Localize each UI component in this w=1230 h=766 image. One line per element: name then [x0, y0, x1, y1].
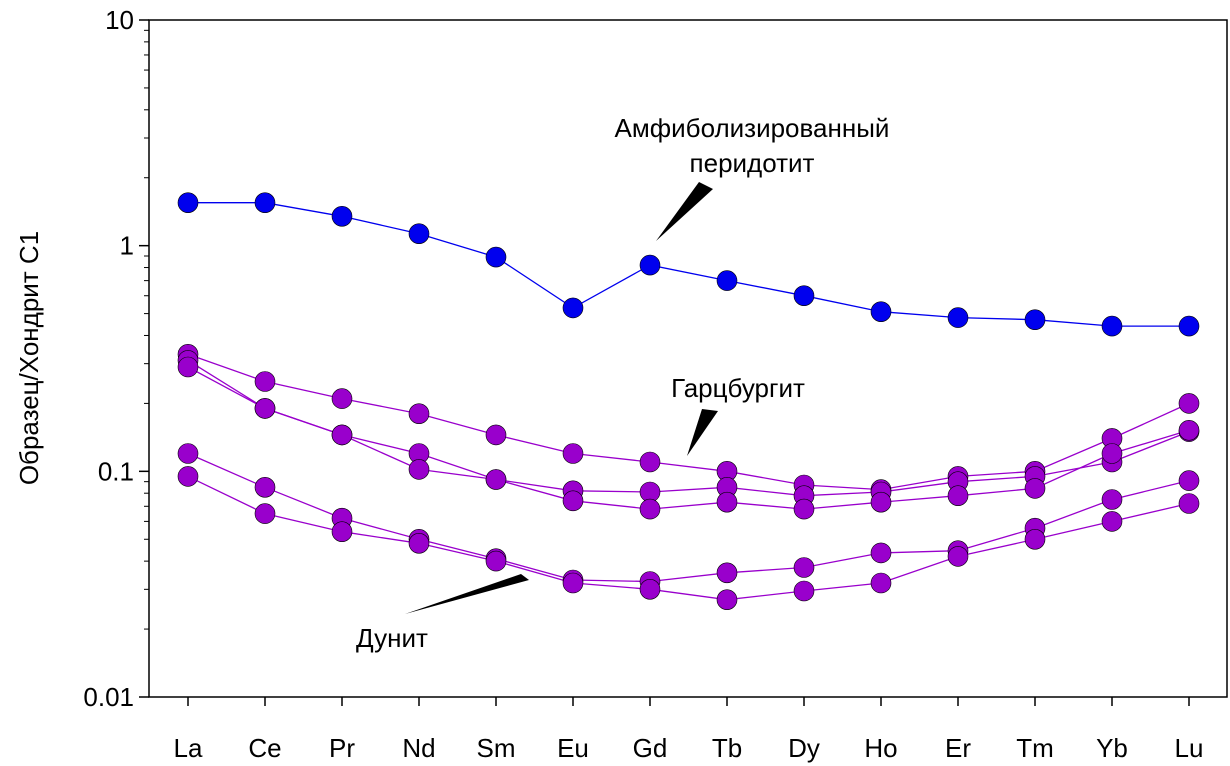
data-point-dunite-Tb: [716, 589, 738, 611]
data-point-dunite-Ce: [254, 476, 276, 498]
data-point-harzburgite-Gd: [639, 451, 661, 473]
data-point-amphibolized-Pr: [331, 206, 353, 227]
data-point-harzburgite-Lu: [1178, 393, 1200, 414]
y-tick-label: 0.01: [83, 682, 134, 712]
annotation-amphibolized-line-1: Амфиболизированный: [615, 113, 890, 143]
x-tick-label: Er: [945, 733, 971, 763]
data-point-dunite-Gd: [639, 578, 661, 600]
data-point-harzburgite-Gd: [639, 498, 661, 520]
series-line-harzburgite-3: [187, 366, 1190, 510]
annotation-dunite: Дунит: [356, 623, 428, 653]
x-tick-label: Pr: [329, 733, 355, 763]
data-point-dunite-Yb: [1101, 511, 1123, 532]
series-line-dunite-4: [187, 452, 1190, 583]
series-line-harzburgite-2: [187, 359, 1190, 497]
data-point-amphibolized-Ce: [254, 192, 276, 213]
data-point-amphibolized-Tm: [1024, 309, 1046, 331]
data-point-dunite-Tm: [1024, 528, 1046, 550]
x-tick-label: Sm: [477, 733, 516, 763]
y-axis-ticks: 10 1 0.1 0.01: [83, 5, 149, 712]
data-point-harzburgite-Sm: [485, 424, 507, 446]
data-point-dunite-Nd: [408, 532, 430, 554]
data-point-amphibolized-Sm: [485, 246, 507, 268]
data-point-harzburgite-Lu: [1178, 419, 1200, 441]
data-point-dunite-Lu: [1178, 470, 1200, 491]
x-tick-label: Tb: [712, 733, 742, 763]
data-point-harzburgite-Yb: [1101, 443, 1123, 464]
data-point-dunite-Sm: [485, 550, 507, 572]
data-point-amphibolized-Yb: [1101, 315, 1123, 337]
data-point-harzburgite-Ho: [870, 491, 892, 513]
data-point-dunite-Ho: [870, 542, 892, 564]
annotation-amphibolized-line-2: перидотит: [690, 148, 815, 178]
data-point-harzburgite-La: [177, 356, 199, 378]
data-point-dunite-Eu: [562, 572, 584, 594]
data-point-harzburgite-Dy: [793, 498, 815, 520]
x-tick-label: Dy: [788, 733, 820, 763]
data-point-dunite-Tb: [716, 562, 738, 584]
data-point-dunite-La: [177, 466, 199, 487]
y-tick-label: 10: [105, 5, 134, 35]
data-point-amphibolized-Er: [947, 307, 969, 328]
x-tick-label: Lu: [1175, 733, 1204, 763]
data-point-harzburgite-Tm: [1024, 478, 1046, 499]
data-point-dunite-Dy: [793, 557, 815, 578]
data-point-harzburgite-Eu: [562, 443, 584, 464]
data-point-dunite-Ce: [254, 503, 276, 524]
data-point-amphibolized-Gd: [639, 254, 661, 276]
data-point-amphibolized-Dy: [793, 285, 815, 307]
data-point-amphibolized-La: [177, 192, 199, 213]
x-tick-label: Tm: [1016, 733, 1054, 763]
data-point-harzburgite-Eu: [562, 490, 584, 512]
annotation-pointers: [405, 182, 718, 614]
y-tick-label: 0.1: [98, 456, 134, 486]
data-point-harzburgite-Sm: [485, 469, 507, 490]
plot-frame: [148, 19, 1228, 698]
data-point-harzburgite-Tb: [716, 491, 738, 513]
x-tick-label: Ho: [864, 733, 897, 763]
data-point-amphibolized-Lu: [1178, 315, 1200, 337]
data-point-harzburgite-Pr: [331, 388, 353, 409]
x-tick-label: La: [174, 733, 203, 763]
data-point-dunite-Ho: [870, 572, 892, 594]
dunite-pointer: [405, 574, 529, 614]
data-point-amphibolized-Ho: [870, 301, 892, 323]
data-point-dunite-Yb: [1101, 489, 1123, 510]
x-tick-label: Nd: [402, 733, 435, 763]
amphibolized-pointer: [656, 182, 713, 241]
data-point-dunite-Lu: [1178, 493, 1200, 514]
series-layer: [177, 192, 1200, 611]
y-tick-label: 1: [120, 231, 134, 261]
data-point-amphibolized-Nd: [408, 223, 430, 244]
data-point-harzburgite-Ce: [254, 371, 276, 392]
data-point-harzburgite-Nd: [408, 403, 430, 425]
harzburgite-pointer: [687, 409, 718, 456]
series-line-dunite-5: [187, 475, 1190, 601]
annotation-harzburgite: Гарцбургит: [671, 373, 805, 403]
series-line-amphibolized-0: [188, 202, 1189, 327]
x-axis-ticks: La Ce Pr Nd Sm Eu Gd Tb Dy Ho Er Tm Yb Lu: [174, 697, 1204, 763]
x-tick-label: Yb: [1096, 733, 1128, 763]
data-point-dunite-Pr: [331, 521, 353, 543]
data-point-harzburgite-Nd: [408, 459, 430, 480]
data-point-amphibolized-Tb: [716, 270, 738, 291]
x-tick-label: Ce: [248, 733, 281, 763]
data-point-dunite-La: [177, 443, 199, 464]
x-tick-label: Gd: [633, 733, 668, 763]
x-tick-label: Eu: [557, 733, 589, 763]
data-point-harzburgite-Pr: [331, 424, 353, 446]
data-point-dunite-Er: [947, 546, 969, 567]
data-point-harzburgite-Ce: [254, 398, 276, 419]
data-point-harzburgite-Er: [947, 485, 969, 507]
y-axis-label: Образец/Хондрит С1: [14, 231, 44, 485]
data-point-amphibolized-Eu: [562, 297, 584, 319]
data-point-dunite-Dy: [793, 580, 815, 602]
series-line-harzburgite-1: [187, 353, 1190, 491]
